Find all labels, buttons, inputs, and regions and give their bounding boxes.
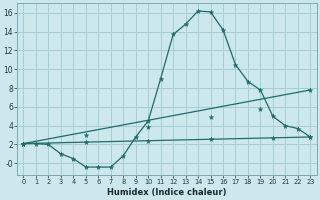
X-axis label: Humidex (Indice chaleur): Humidex (Indice chaleur) [107,188,227,197]
